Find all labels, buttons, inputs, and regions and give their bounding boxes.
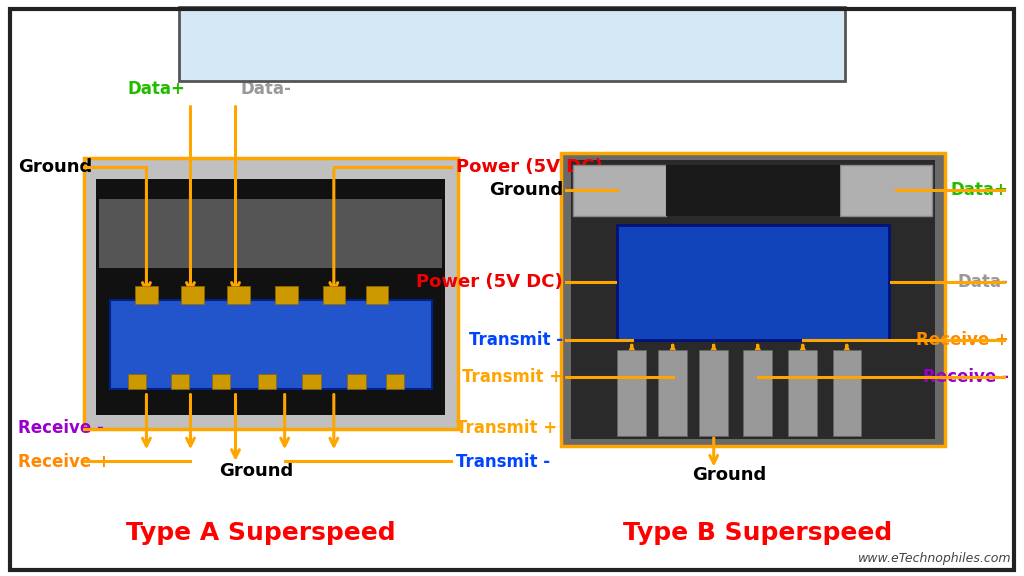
FancyBboxPatch shape <box>171 374 189 389</box>
Text: Ground: Ground <box>692 466 766 484</box>
FancyBboxPatch shape <box>84 158 458 429</box>
Text: Receive +: Receive + <box>18 453 112 471</box>
FancyBboxPatch shape <box>617 350 646 436</box>
FancyBboxPatch shape <box>561 153 945 446</box>
Text: Transmit +: Transmit + <box>462 368 563 386</box>
Text: Transmit +: Transmit + <box>456 419 557 437</box>
Text: www.eTechnophiles.com: www.eTechnophiles.com <box>858 552 1012 565</box>
FancyBboxPatch shape <box>666 165 840 216</box>
FancyBboxPatch shape <box>658 350 687 436</box>
FancyBboxPatch shape <box>699 350 728 436</box>
FancyBboxPatch shape <box>617 225 889 340</box>
FancyBboxPatch shape <box>347 374 366 389</box>
Text: Type A Superspeed: Type A Superspeed <box>126 521 396 545</box>
Text: Transmit -: Transmit - <box>456 453 550 471</box>
Text: Ground: Ground <box>219 461 293 480</box>
Text: Type B Superspeed: Type B Superspeed <box>624 521 892 545</box>
FancyBboxPatch shape <box>275 286 298 304</box>
FancyBboxPatch shape <box>181 286 204 304</box>
Text: Data-: Data- <box>957 273 1009 291</box>
FancyBboxPatch shape <box>128 374 146 389</box>
FancyBboxPatch shape <box>323 286 345 304</box>
Text: Data+: Data+ <box>127 80 185 98</box>
FancyBboxPatch shape <box>386 374 404 389</box>
FancyBboxPatch shape <box>573 165 666 216</box>
Text: Data-: Data- <box>241 80 292 98</box>
FancyBboxPatch shape <box>99 199 442 268</box>
FancyBboxPatch shape <box>110 300 432 389</box>
Text: Ground: Ground <box>488 181 563 199</box>
FancyBboxPatch shape <box>302 374 321 389</box>
Text: Data+: Data+ <box>950 181 1009 199</box>
Text: Receive -: Receive - <box>18 419 104 437</box>
FancyBboxPatch shape <box>833 350 861 436</box>
Text: Power (5V DC): Power (5V DC) <box>417 273 563 291</box>
FancyBboxPatch shape <box>840 165 932 216</box>
FancyBboxPatch shape <box>227 286 250 304</box>
Text: Ground: Ground <box>18 158 93 176</box>
FancyBboxPatch shape <box>212 374 230 389</box>
Text: Power (5V DC): Power (5V DC) <box>456 158 602 176</box>
Text: Type A and type B superspeed: Type A and type B superspeed <box>239 28 785 59</box>
Text: Transmit -: Transmit - <box>469 331 563 349</box>
FancyBboxPatch shape <box>743 350 772 436</box>
Text: Receive -: Receive - <box>923 368 1009 386</box>
FancyBboxPatch shape <box>258 374 276 389</box>
FancyBboxPatch shape <box>179 7 845 81</box>
FancyBboxPatch shape <box>788 350 817 436</box>
FancyBboxPatch shape <box>96 179 445 415</box>
Text: Receive +: Receive + <box>915 331 1009 349</box>
FancyBboxPatch shape <box>135 286 158 304</box>
FancyBboxPatch shape <box>366 286 388 304</box>
FancyBboxPatch shape <box>571 160 935 439</box>
